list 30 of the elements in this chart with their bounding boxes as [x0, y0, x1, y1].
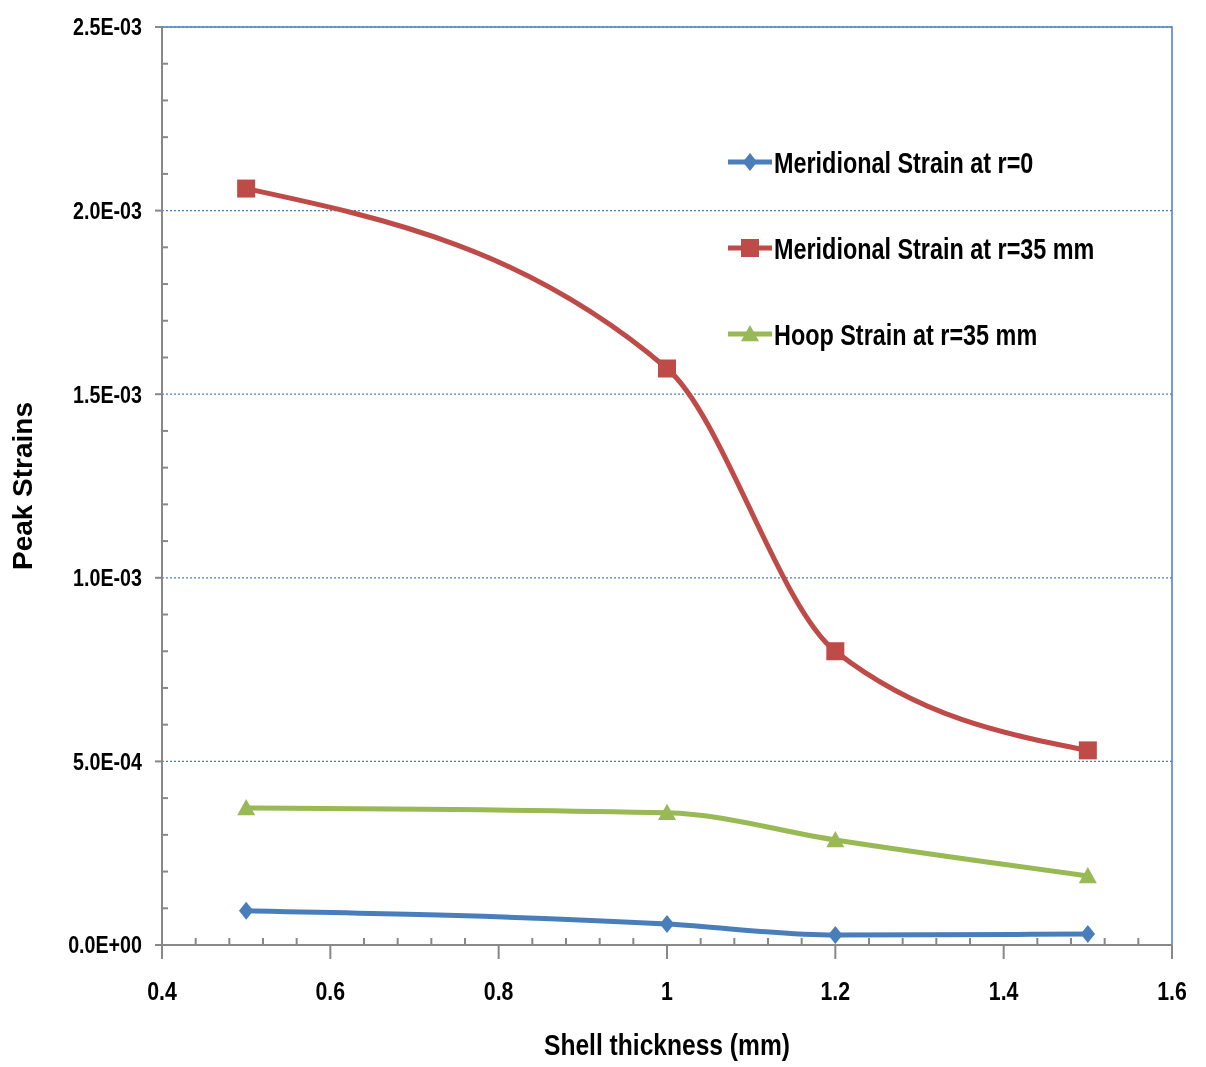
legend-label: Meridional Strain at r=0 [774, 145, 1034, 180]
point [658, 359, 676, 378]
point [1078, 741, 1097, 760]
y-tick-label: 1.0E-03 [73, 564, 142, 592]
legend-label: Meridional Strain at r=35 mm [774, 231, 1095, 266]
x-tick-label: 0.8 [483, 975, 514, 1006]
y-tick-label: 0.0E+00 [68, 931, 142, 959]
y-tick-label: 2.0E-03 [73, 197, 142, 225]
y-tick-label: 2.5E-03 [73, 13, 142, 41]
point [237, 179, 256, 198]
x-tick-label: 0.6 [315, 975, 346, 1006]
point [828, 926, 843, 945]
x-tick-label: 0.4 [147, 975, 178, 1006]
point [238, 901, 254, 920]
point [1080, 924, 1096, 943]
x-tick-label: 1.6 [1157, 975, 1187, 1006]
x-axis-title: Shell thickness (mm) [544, 1027, 790, 1062]
point [826, 830, 845, 848]
x-tick-label: 1.4 [988, 975, 1020, 1006]
x-tick-label: 1 [661, 975, 673, 1006]
point [826, 642, 845, 661]
point [1078, 866, 1097, 884]
point [658, 803, 676, 821]
point [237, 799, 256, 816]
y-axis-title: Peak Strains [7, 401, 38, 571]
y-tick-label: 1.5E-03 [73, 380, 142, 409]
y-tick-label: 5.0E-04 [73, 747, 143, 776]
legend-label: Hoop Strain at r=35 mm [774, 317, 1038, 352]
x-tick-label: 1.2 [820, 975, 851, 1006]
point [659, 915, 675, 934]
